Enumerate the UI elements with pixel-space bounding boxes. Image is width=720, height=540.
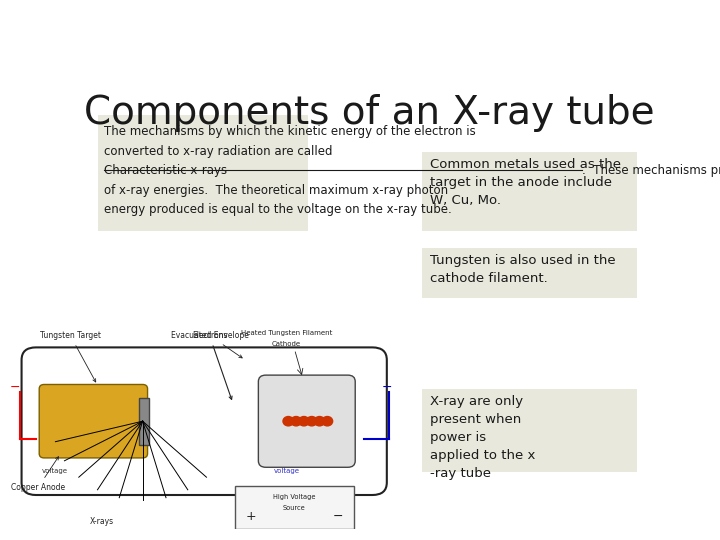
Text: Source: Source	[283, 505, 306, 511]
Text: .  These mechanisms produce a spectrum: . These mechanisms produce a spectrum	[582, 164, 720, 177]
Text: converted to x-ray radiation are called: converted to x-ray radiation are called	[104, 145, 336, 158]
FancyBboxPatch shape	[422, 152, 637, 231]
Circle shape	[314, 416, 325, 426]
Text: of x-ray energies.  The theoretical maximum x-ray photon: of x-ray energies. The theoretical maxim…	[104, 184, 448, 197]
Text: voltage: voltage	[42, 468, 68, 475]
Text: Heated Tungsten Filament: Heated Tungsten Filament	[240, 330, 332, 336]
Text: Components of an X-ray tube: Components of an X-ray tube	[84, 94, 654, 132]
Circle shape	[291, 416, 302, 426]
FancyBboxPatch shape	[422, 248, 637, 298]
Circle shape	[299, 416, 310, 426]
Text: High Voltage: High Voltage	[273, 494, 316, 500]
Text: Common metals used as the
target in the anode include
W, Cu, Mo.: Common metals used as the target in the …	[431, 158, 621, 207]
Text: −: −	[9, 381, 20, 394]
Text: −: −	[382, 381, 392, 394]
FancyBboxPatch shape	[258, 375, 355, 467]
Text: X-rays: X-rays	[89, 517, 114, 526]
Text: Cathode: Cathode	[271, 341, 301, 347]
Text: energy produced is equal to the voltage on the x-ray tube.: energy produced is equal to the voltage …	[104, 203, 451, 216]
Text: The mechanisms by which the kinetic energy of the electron is: The mechanisms by which the kinetic ener…	[104, 125, 476, 138]
Text: +: +	[246, 510, 257, 523]
FancyBboxPatch shape	[99, 114, 307, 231]
Text: voltage: voltage	[274, 468, 300, 475]
FancyBboxPatch shape	[422, 389, 637, 472]
Text: Tungsten is also used in the
cathode filament.: Tungsten is also used in the cathode fil…	[431, 254, 616, 285]
Text: Electrons: Electrons	[192, 332, 232, 400]
Text: Tungsten Target: Tungsten Target	[40, 332, 101, 382]
FancyBboxPatch shape	[22, 347, 387, 495]
Circle shape	[307, 416, 317, 426]
Text: Evacuated Envelope: Evacuated Envelope	[171, 332, 249, 358]
Circle shape	[283, 416, 294, 426]
Text: −: −	[333, 510, 343, 523]
Text: Characteristic x-rays: Characteristic x-rays	[104, 164, 227, 177]
Circle shape	[322, 416, 333, 426]
Text: X-ray are only
present when
power is
applied to the x
-ray tube: X-ray are only present when power is app…	[431, 395, 536, 481]
FancyBboxPatch shape	[39, 384, 148, 458]
Text: Copper Anode: Copper Anode	[12, 457, 66, 491]
FancyBboxPatch shape	[138, 398, 149, 444]
FancyBboxPatch shape	[235, 486, 354, 529]
